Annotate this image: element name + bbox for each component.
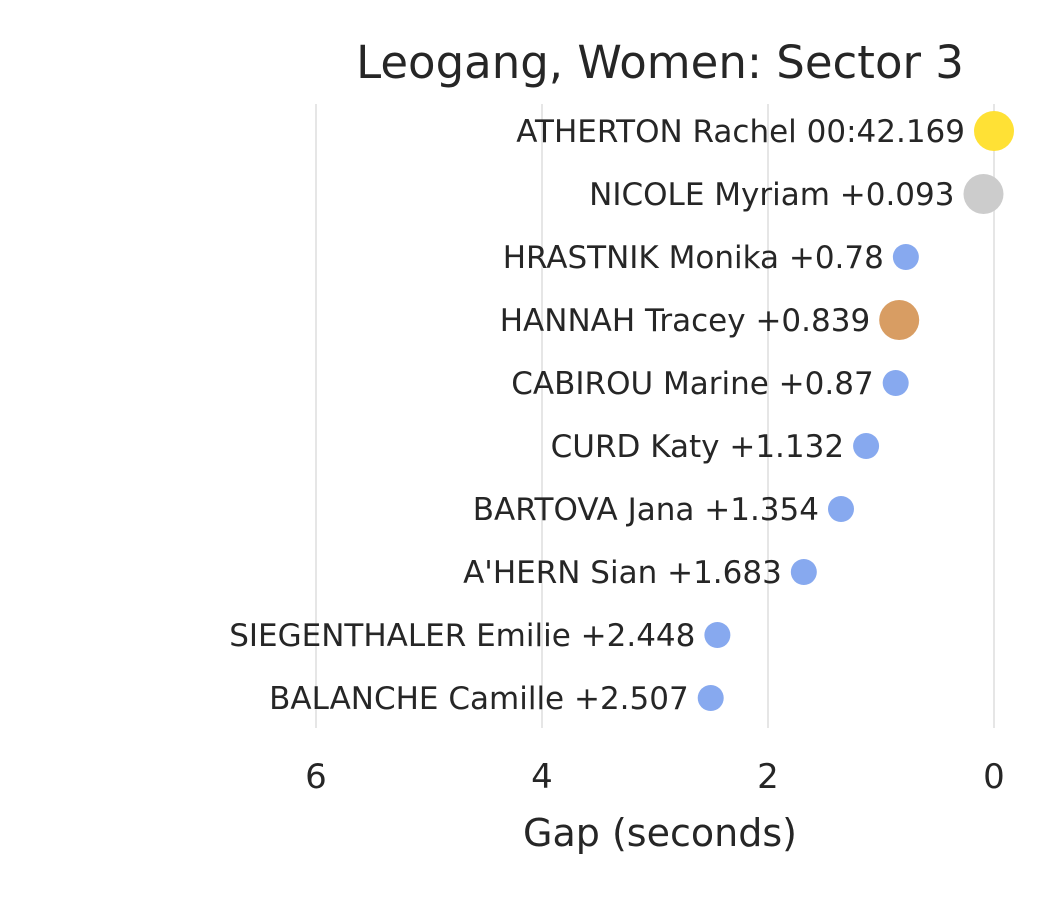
x-axis: 6 4 2 0	[305, 757, 1005, 797]
chart-title: Leogang, Women: Sector 3	[356, 36, 964, 89]
data-point-label: NICOLE Myriam +0.093	[589, 177, 954, 213]
data-point	[963, 174, 1004, 214]
data-point-label: A'HERN Sian +1.683	[463, 555, 782, 591]
data-point-label: SIEGENTHALER Emilie +2.448	[229, 618, 695, 654]
data-point	[879, 300, 920, 340]
x-tick-label: 0	[983, 757, 1005, 797]
x-axis-label: Gap (seconds)	[523, 811, 797, 855]
x-tick-label: 4	[531, 757, 553, 797]
data-point	[892, 244, 919, 270]
plot-area: ATHERTON Rachel 00:42.169 NICOLE Myriam +…	[229, 111, 1014, 717]
data-point-label: BARTOVA Jana +1.354	[473, 492, 819, 528]
data-point-label: HRASTNIK Monika +0.78	[503, 240, 884, 276]
x-tick-label: 2	[757, 757, 779, 797]
data-point	[790, 559, 817, 585]
data-point	[853, 433, 880, 459]
data-point	[827, 496, 854, 522]
x-tick-label: 6	[305, 757, 327, 797]
data-point	[697, 685, 724, 711]
data-point-label: CABIROU Marine +0.87	[511, 366, 873, 402]
data-point	[704, 622, 731, 648]
data-point-label: HANNAH Tracey +0.839	[500, 303, 870, 339]
data-point-label: CURD Katy +1.132	[551, 429, 844, 465]
data-point-label: BALANCHE Camille +2.507	[269, 681, 689, 717]
data-point	[974, 111, 1014, 151]
data-point-label: ATHERTON Rachel 00:42.169	[516, 114, 965, 150]
data-point	[882, 370, 909, 396]
